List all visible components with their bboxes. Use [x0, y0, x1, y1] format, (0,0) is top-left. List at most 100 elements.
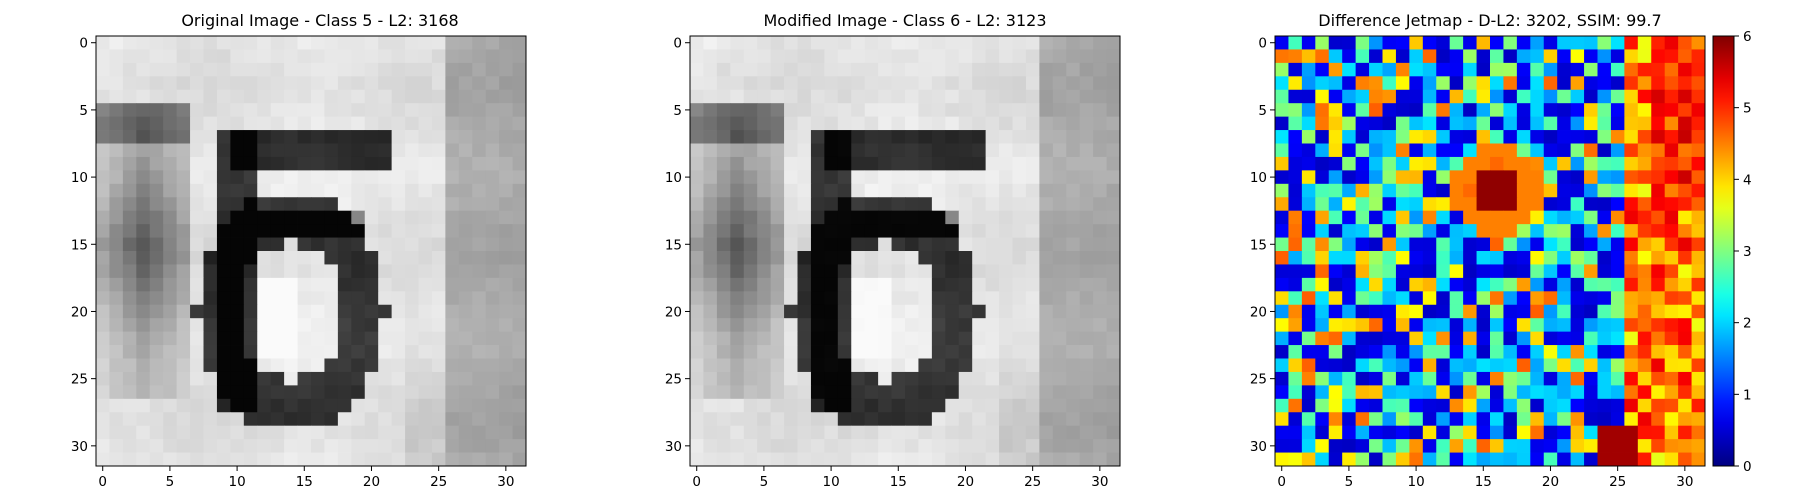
- heatmap-cell: [1301, 371, 1316, 386]
- heatmap-cell: [1557, 170, 1572, 185]
- heatmap-cell: [945, 264, 960, 279]
- heatmap-cell: [837, 251, 852, 265]
- heatmap-cell: [1436, 62, 1451, 77]
- heatmap-cell: [1557, 210, 1572, 225]
- heatmap-cell: [1624, 304, 1639, 319]
- heatmap-cell: [824, 62, 839, 77]
- heatmap-cell: [1315, 264, 1330, 279]
- heatmap-cell: [1476, 170, 1491, 185]
- heatmap-cell: [431, 291, 446, 306]
- x-tick-label: 10: [823, 474, 840, 490]
- heatmap-cell: [1449, 224, 1464, 238]
- heatmap-cell: [1328, 318, 1343, 333]
- heatmap-cell: [364, 318, 379, 333]
- heatmap-cell: [243, 412, 258, 427]
- heatmap-cell: [163, 76, 178, 91]
- heatmap-cell: [1342, 143, 1357, 158]
- heatmap-cell: [96, 318, 110, 333]
- heatmap-cell: [1610, 304, 1625, 319]
- heatmap-cell: [716, 452, 731, 467]
- heatmap-cell: [1664, 452, 1679, 467]
- heatmap-cell: [851, 62, 866, 77]
- heatmap-cell: [716, 412, 731, 427]
- heatmap-cell: [1516, 143, 1531, 158]
- heatmap-cell: [1328, 331, 1343, 346]
- heatmap-cell: [837, 277, 852, 292]
- heatmap-cell: [431, 277, 446, 292]
- heatmap-cell: [1570, 143, 1585, 158]
- heatmap-cell: [337, 170, 352, 185]
- heatmap-cell: [351, 170, 366, 185]
- heatmap-cell: [1025, 264, 1040, 279]
- heatmap-cell: [122, 36, 137, 50]
- heatmap-cell: [257, 264, 272, 279]
- heatmap-cell: [378, 452, 393, 467]
- heatmap-cell: [445, 398, 460, 413]
- heatmap-cell: [1637, 304, 1652, 319]
- heatmap-cell: [716, 358, 731, 373]
- heatmap-cell: [690, 439, 704, 453]
- heatmap-cell: [999, 130, 1013, 144]
- heatmap-cell: [1570, 183, 1585, 198]
- heatmap-cell: [257, 385, 272, 400]
- heatmap-cell: [1449, 183, 1464, 198]
- heatmap-cell: [230, 49, 245, 64]
- heatmap-cell: [690, 49, 704, 64]
- heatmap-cell: [1369, 318, 1383, 333]
- heatmap-cell: [1664, 116, 1679, 131]
- heatmap-cell: [1651, 264, 1666, 279]
- heatmap-cell: [797, 183, 812, 198]
- heatmap-cell: [1530, 264, 1545, 279]
- heatmap-cell: [945, 371, 960, 386]
- heatmap-cell: [1106, 358, 1121, 373]
- heatmap-cell: [1651, 210, 1666, 225]
- heatmap-cell: [109, 385, 124, 400]
- heatmap-cell: [1039, 385, 1054, 400]
- heatmap-cell: [837, 412, 852, 427]
- heatmap-cell: [770, 358, 785, 373]
- heatmap-cell: [230, 385, 245, 400]
- heatmap-cell: [1093, 277, 1107, 292]
- heatmap-cell: [918, 385, 933, 400]
- heatmap-cell: [1637, 116, 1652, 131]
- heatmap-cell: [1543, 197, 1558, 212]
- heatmap-cell: [1476, 183, 1491, 198]
- heatmap-cell: [1422, 210, 1437, 225]
- heatmap-cell: [364, 264, 379, 279]
- heatmap-cell: [230, 439, 245, 453]
- heatmap-cell: [1288, 398, 1303, 413]
- heatmap-cell: [163, 331, 178, 346]
- heatmap-cell: [324, 210, 339, 225]
- heatmap-cell: [109, 116, 124, 131]
- heatmap-cell: [1422, 439, 1437, 453]
- heatmap-cell: [1275, 425, 1289, 440]
- heatmap-cell: [391, 76, 406, 91]
- heatmap-cell: [837, 156, 852, 171]
- heatmap-cell: [136, 103, 151, 118]
- heatmap-cell: [243, 385, 258, 400]
- heatmap-cell: [1610, 156, 1625, 171]
- heatmap-cell: [1039, 197, 1054, 212]
- heatmap-cell: [1422, 318, 1437, 333]
- heatmap-cell: [1664, 304, 1679, 319]
- heatmap-cell: [1093, 304, 1107, 319]
- heatmap-cell: [730, 62, 745, 77]
- heatmap-cell: [757, 358, 772, 373]
- heatmap-cell: [757, 170, 772, 185]
- heatmap-cell: [512, 237, 527, 252]
- heatmap-cell: [1490, 412, 1504, 427]
- heatmap-cell: [176, 318, 191, 333]
- heatmap-cell: [337, 62, 352, 77]
- heatmap-cell: [703, 425, 718, 440]
- heatmap-cell: [1610, 170, 1625, 185]
- heatmap-cell: [851, 89, 866, 104]
- heatmap-cell: [1664, 264, 1679, 279]
- heatmap-cell: [1093, 452, 1107, 467]
- heatmap-cell: [431, 170, 446, 185]
- heatmap-cell: [1355, 210, 1370, 225]
- heatmap-cell: [824, 331, 839, 346]
- heatmap-cell: [284, 76, 298, 91]
- heatmap-cell: [418, 358, 433, 373]
- heatmap-cell: [1503, 224, 1518, 238]
